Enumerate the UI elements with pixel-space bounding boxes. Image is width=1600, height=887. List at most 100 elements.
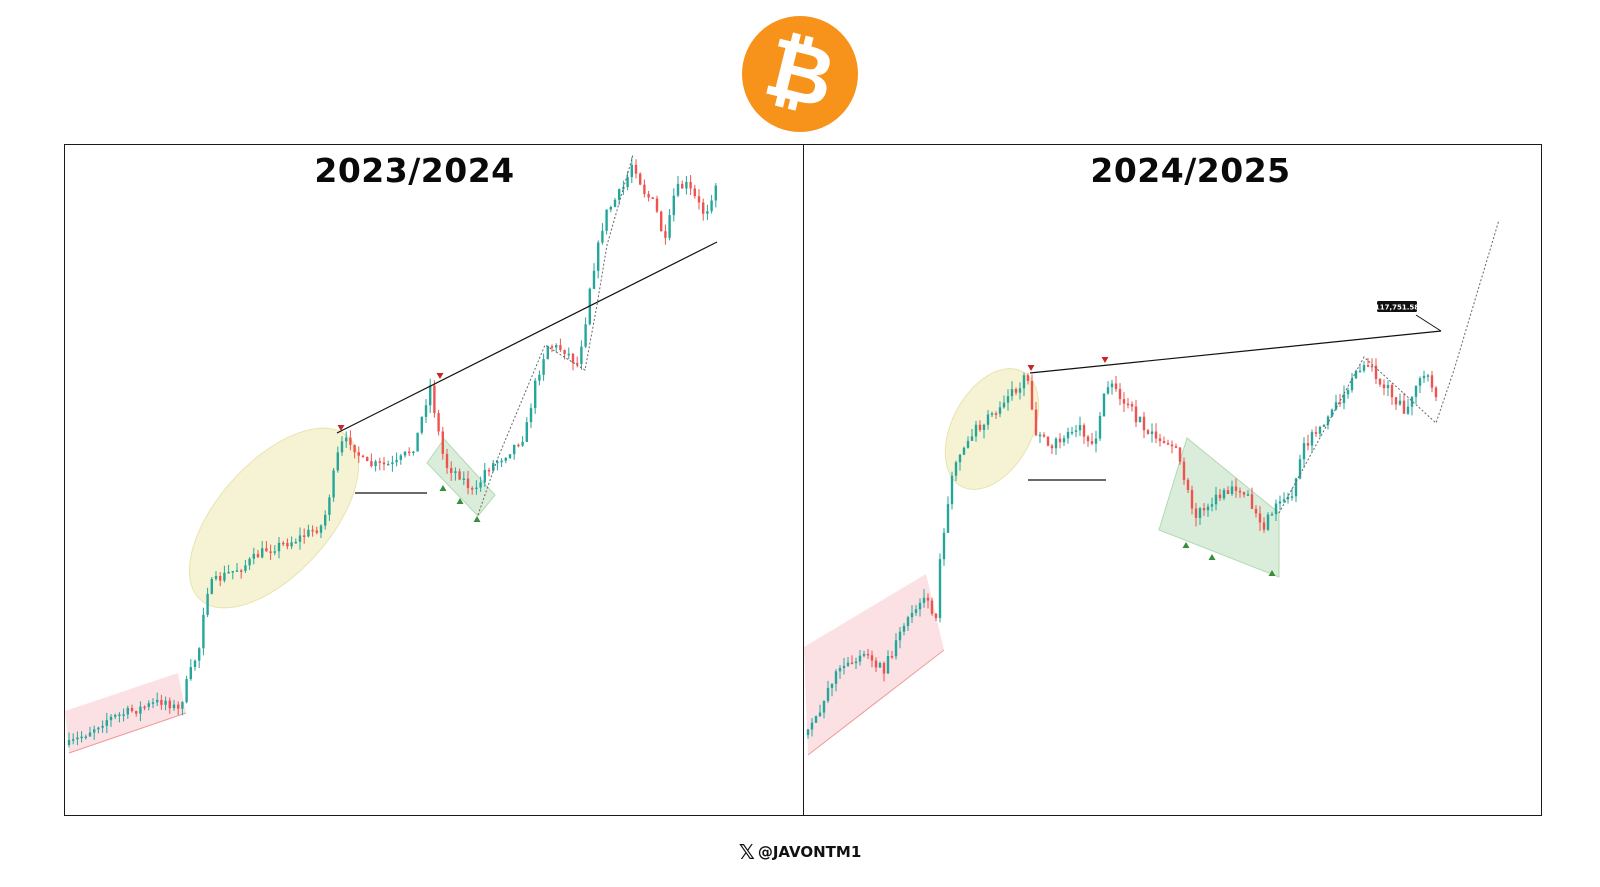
candle-body — [643, 184, 646, 195]
candle-body — [1382, 384, 1386, 389]
candle-body — [1090, 441, 1094, 444]
candle-body — [882, 663, 886, 674]
candle-body — [454, 471, 457, 473]
candle-body — [206, 593, 209, 615]
candle-body — [219, 576, 222, 581]
candle-body — [76, 737, 79, 740]
price-label-box — [1377, 301, 1417, 312]
candle-body — [898, 631, 902, 641]
candle-body — [1210, 504, 1214, 507]
candle-body — [689, 181, 692, 189]
candle-body — [1254, 508, 1258, 514]
candle-body — [902, 625, 906, 632]
candle-body — [105, 720, 108, 726]
chart-panel-2024-2025: 117,751.58 2024/2025 — [803, 144, 1542, 816]
candle-body — [1042, 434, 1046, 437]
candle-body — [1122, 399, 1126, 404]
candle-body — [412, 451, 415, 454]
candle-body — [1298, 459, 1302, 479]
candle-body — [97, 727, 100, 730]
candle-body — [1118, 388, 1122, 400]
candle-body — [420, 416, 423, 433]
candle-body — [1022, 375, 1026, 389]
candle-body — [1130, 404, 1134, 407]
candle-body — [818, 712, 822, 717]
candle-body — [878, 663, 882, 668]
candle-body — [1350, 378, 1354, 391]
candle-body — [1066, 431, 1070, 439]
candle-body — [84, 736, 87, 739]
candle-body — [1182, 461, 1186, 480]
candle-body — [244, 565, 247, 571]
candle-body — [240, 570, 243, 572]
candle-body — [605, 209, 608, 231]
candle-body — [660, 211, 663, 232]
candle-body — [571, 353, 575, 364]
candle-body — [1330, 409, 1334, 417]
candle-body — [1290, 496, 1294, 498]
candle-body — [1422, 375, 1426, 379]
candle-body — [609, 206, 612, 210]
candle-body — [479, 482, 482, 488]
candle-body — [1394, 397, 1398, 405]
candle-body — [1418, 378, 1422, 386]
candle-body — [416, 432, 419, 452]
candle-body — [1318, 426, 1322, 434]
candle-body — [513, 444, 516, 455]
candle-body — [353, 444, 356, 453]
candle-body — [1302, 443, 1306, 460]
candle-body — [584, 324, 587, 347]
candle-body — [395, 459, 398, 463]
candle-body — [450, 467, 453, 473]
candle-body — [672, 195, 675, 216]
candle-body — [1030, 380, 1034, 410]
ascending-channel — [65, 673, 186, 753]
candle-body — [328, 497, 331, 515]
candle-body — [710, 200, 713, 212]
candle-body — [814, 716, 818, 723]
candle-body — [1426, 375, 1430, 377]
candle-body — [1154, 431, 1158, 439]
candle-body — [210, 578, 213, 594]
candle-body — [1346, 390, 1350, 395]
channel-lower-line — [807, 649, 945, 756]
candle-body — [676, 183, 680, 196]
candle-body — [345, 437, 348, 442]
candle-body — [403, 451, 407, 456]
candle-body — [1106, 387, 1110, 394]
candle-body — [974, 424, 978, 437]
candle-body — [277, 542, 281, 552]
candle-body — [235, 570, 239, 572]
candle-body — [874, 660, 878, 668]
candle-body — [1150, 431, 1154, 434]
candle-body — [374, 461, 377, 467]
candle-body — [546, 346, 549, 360]
candle-body — [810, 722, 814, 730]
candle-body — [1226, 490, 1230, 494]
candle-body — [1286, 496, 1290, 500]
falling-wedge — [1158, 437, 1280, 578]
candle-body — [466, 478, 470, 489]
candle-body — [1134, 406, 1138, 423]
candle-body — [563, 350, 566, 354]
candle-body — [1002, 402, 1006, 408]
candle-body — [914, 609, 918, 613]
candle-body — [475, 487, 478, 490]
candle-body — [538, 374, 541, 381]
candle-body — [332, 470, 335, 498]
bitcoin-logo-icon: ₿ — [742, 16, 858, 132]
projection-path — [1278, 219, 1500, 514]
candle-body — [177, 704, 180, 709]
candle-body — [1230, 486, 1234, 494]
candle-body — [307, 529, 310, 537]
candle-body — [462, 478, 465, 480]
candle-body — [1010, 389, 1014, 397]
candle-body — [934, 613, 938, 619]
candle-body — [80, 736, 83, 739]
candle-body — [366, 457, 369, 462]
candle-body — [517, 444, 520, 447]
candle-body — [668, 215, 671, 238]
candle-body — [1258, 513, 1262, 523]
candle-body — [378, 461, 381, 463]
candle-body — [918, 602, 922, 610]
